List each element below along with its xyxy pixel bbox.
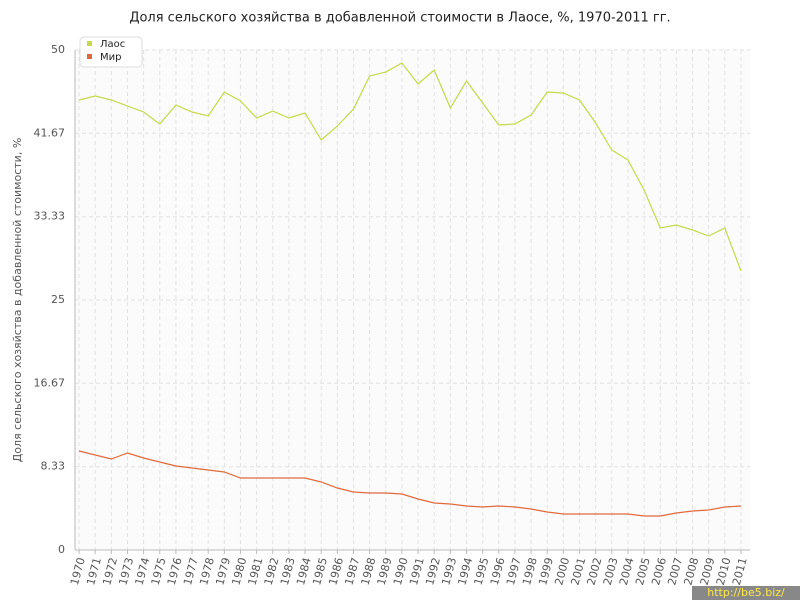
- legend: Лаос Мир: [79, 36, 143, 68]
- legend-label: Лаос: [100, 39, 125, 50]
- y-tick-label: 0: [58, 543, 65, 556]
- y-tick-label: 50: [51, 43, 65, 56]
- legend-swatch: [87, 41, 92, 46]
- y-tick-label: 8.33: [41, 460, 66, 473]
- y-tick-label: 33.33: [34, 210, 66, 223]
- grid: [75, 49, 750, 551]
- series-line: [78, 450, 741, 517]
- y-tick-label: 25: [51, 293, 65, 306]
- legend-label: Мир: [100, 52, 121, 63]
- watermark-bg: [692, 586, 800, 600]
- series-line: [78, 62, 742, 272]
- y-tick-label: 41.67: [34, 126, 66, 139]
- watermark: http://be5.biz/: [707, 586, 785, 599]
- y-tick-label: 16.67: [34, 376, 66, 389]
- legend-box: [79, 36, 143, 68]
- legend-swatch: [87, 54, 92, 59]
- chart-title: Доля сельского хозяйства в добавленной с…: [129, 11, 670, 26]
- lines: [78, 62, 742, 517]
- y-axis-label: Доля сельского хозяйства в добавленной с…: [11, 138, 24, 463]
